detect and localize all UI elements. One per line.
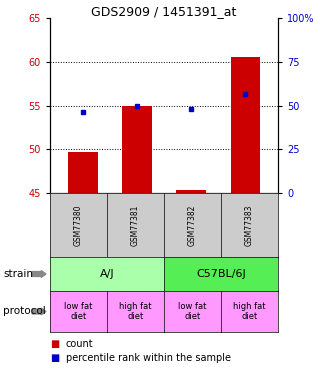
Text: high fat
diet: high fat diet	[233, 302, 266, 321]
Text: low fat
diet: low fat diet	[178, 302, 207, 321]
Text: high fat
diet: high fat diet	[119, 302, 152, 321]
Text: count: count	[66, 339, 94, 349]
Text: GSM77380: GSM77380	[74, 204, 83, 246]
Text: GSM77383: GSM77383	[245, 204, 254, 246]
Bar	[230, 57, 260, 193]
Text: protocol: protocol	[3, 306, 46, 316]
Text: GSM77381: GSM77381	[131, 204, 140, 246]
Bar	[68, 152, 98, 193]
Bar	[176, 190, 206, 193]
Bar	[122, 105, 152, 193]
Text: strain: strain	[3, 269, 33, 279]
Text: GDS2909 / 1451391_at: GDS2909 / 1451391_at	[91, 6, 237, 18]
Text: A/J: A/J	[100, 269, 114, 279]
Text: ■: ■	[50, 353, 59, 363]
Text: C57BL/6J: C57BL/6J	[196, 269, 246, 279]
Text: ■: ■	[50, 339, 59, 349]
Text: GSM77382: GSM77382	[188, 204, 197, 246]
Text: low fat
diet: low fat diet	[64, 302, 93, 321]
Text: percentile rank within the sample: percentile rank within the sample	[66, 353, 231, 363]
